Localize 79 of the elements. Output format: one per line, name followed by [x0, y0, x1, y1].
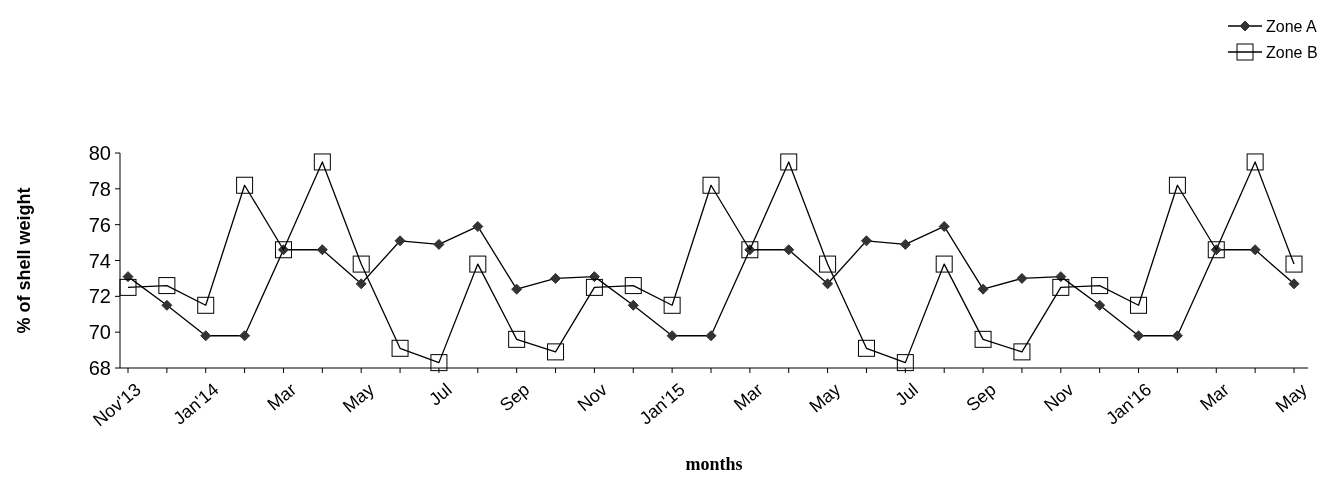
- y-tick-label: 72: [88, 285, 111, 308]
- point: [702, 176, 720, 194]
- x-tick-label: May: [338, 379, 378, 417]
- point: [666, 330, 678, 342]
- point: [1055, 271, 1067, 283]
- point: [585, 278, 603, 296]
- point: [938, 220, 950, 232]
- point: [469, 255, 487, 273]
- point: [705, 330, 717, 342]
- x-tick-label: Sep: [962, 379, 1000, 416]
- point: [1091, 277, 1109, 295]
- point: [1013, 343, 1031, 361]
- point: [547, 343, 565, 361]
- point: [1288, 278, 1300, 290]
- y-tick-label: 74: [88, 249, 111, 272]
- legend-label: Zone A: [1266, 17, 1318, 35]
- point: [974, 330, 992, 348]
- point: [1285, 255, 1303, 273]
- point: [857, 339, 875, 357]
- point: [1133, 330, 1145, 342]
- y-tick-label: 68: [88, 357, 111, 379]
- point: [822, 278, 834, 290]
- x-tick-label: May: [805, 379, 845, 417]
- point: [158, 277, 176, 295]
- point: [197, 296, 215, 314]
- y-tick-label: 76: [88, 213, 111, 236]
- point: [783, 244, 795, 256]
- point: [430, 354, 448, 372]
- point: [313, 153, 331, 171]
- x-tick-label: Mar: [263, 379, 301, 415]
- point: [627, 299, 639, 311]
- x-tick-label: Mar: [729, 379, 767, 415]
- point: [1094, 299, 1106, 311]
- point: [1171, 330, 1183, 342]
- point: [663, 296, 681, 314]
- point: [819, 255, 837, 273]
- point: [1246, 153, 1264, 171]
- y-tick-label: 70: [88, 321, 111, 344]
- point: [391, 339, 409, 357]
- point: [511, 283, 523, 295]
- point: [352, 255, 370, 273]
- point: [119, 278, 137, 296]
- point: [1168, 176, 1186, 194]
- point: [161, 299, 173, 311]
- point: [1052, 278, 1070, 296]
- y-axis-title: % of shell weight: [14, 187, 34, 334]
- point: [588, 271, 600, 283]
- point: [433, 238, 445, 250]
- x-tick-label: Jul: [891, 379, 922, 410]
- x-axis-title: months: [685, 454, 743, 474]
- x-tick-label: Jul: [425, 379, 456, 410]
- x-tick-label: Nov: [1040, 379, 1078, 416]
- point: [860, 235, 872, 247]
- point: [316, 244, 328, 256]
- point: [896, 354, 914, 372]
- point: [899, 238, 911, 250]
- point: [1249, 244, 1261, 256]
- point: [355, 278, 367, 290]
- point: [200, 330, 212, 342]
- point: [122, 271, 134, 283]
- point: [1016, 272, 1028, 284]
- x-tick-label: Nov: [573, 379, 612, 416]
- x-tick-label: Mar: [1196, 379, 1233, 415]
- point: [508, 330, 526, 348]
- y-tick-label: 80: [88, 142, 111, 164]
- y-tick-label: 78: [88, 177, 111, 200]
- point: [780, 153, 798, 171]
- point: [977, 283, 989, 295]
- point: [236, 176, 254, 194]
- point: [472, 220, 484, 232]
- point: [1130, 296, 1148, 314]
- x-tick-label: Sep: [495, 379, 534, 416]
- point: [550, 272, 562, 284]
- point: [935, 255, 953, 273]
- point: [624, 277, 642, 295]
- legend-label: Zone B: [1266, 43, 1318, 61]
- point: [394, 235, 406, 247]
- point: [239, 330, 251, 342]
- x-tick-label: May: [1271, 379, 1311, 417]
